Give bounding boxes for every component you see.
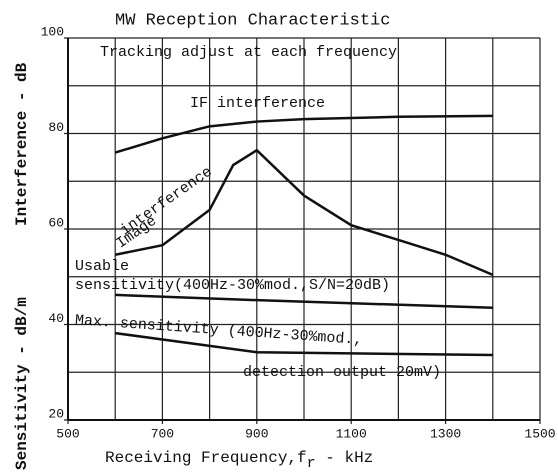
x-tick-label: 1300 bbox=[430, 426, 461, 441]
y-tick-label: 100 bbox=[41, 24, 64, 39]
chart-title: MW Reception Characteristic bbox=[115, 11, 390, 30]
annotation: sensitivity(400Hz-30%mod.,S/N=20dB) bbox=[75, 277, 390, 294]
y-tick-label: 40 bbox=[48, 311, 64, 326]
x-tick-label: 500 bbox=[56, 426, 79, 441]
annotation: Tracking adjust at each frequency bbox=[100, 44, 397, 61]
y-tick-label: 20 bbox=[48, 406, 64, 421]
annotation: detection output 20mV) bbox=[243, 364, 441, 381]
annotation: Max. sensitivity (400Hz-30%mod., bbox=[74, 312, 363, 349]
y-label-upper: Interference - dB bbox=[13, 62, 31, 226]
series-line bbox=[115, 331, 493, 357]
annotation: interference bbox=[117, 163, 215, 239]
annotation: Usable bbox=[75, 258, 129, 275]
series-line bbox=[115, 293, 493, 310]
series-line bbox=[114, 148, 494, 276]
x-label-main: Receiving Frequency,f bbox=[105, 449, 307, 467]
x-tick-label: 900 bbox=[245, 426, 268, 441]
x-label: Receiving Frequency,fr - kHz bbox=[105, 449, 373, 472]
annotation: IF interference bbox=[190, 95, 325, 112]
series-line bbox=[114, 114, 493, 154]
x-tick-label: 1100 bbox=[336, 426, 367, 441]
y-label-lower: Sensitivity - dB/m bbox=[13, 297, 31, 470]
x-label-sub: r bbox=[307, 455, 316, 472]
x-tick-label: 1500 bbox=[524, 426, 555, 441]
x-label-tail: - kHz bbox=[316, 449, 374, 467]
y-tick-label: 60 bbox=[48, 215, 64, 230]
x-tick-label: 700 bbox=[151, 426, 174, 441]
y-tick-label: 80 bbox=[48, 120, 64, 135]
